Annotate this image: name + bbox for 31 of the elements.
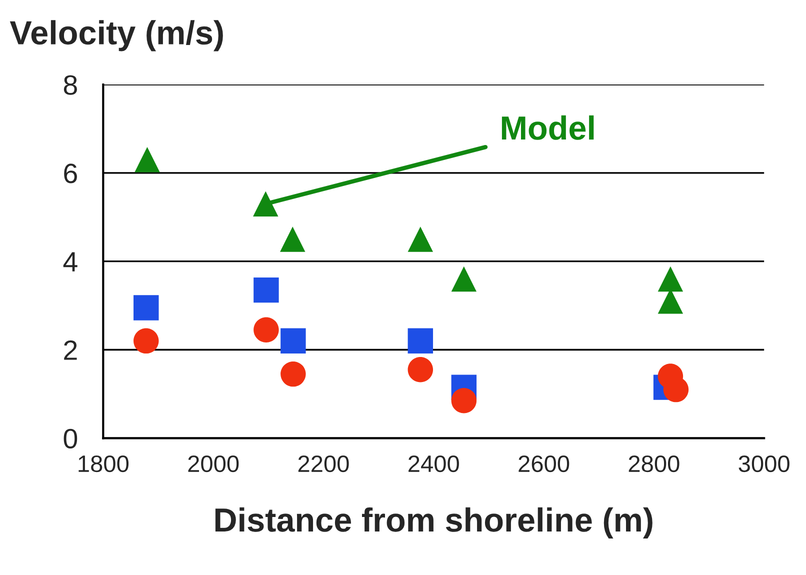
x-tick-label: 2600 [518, 455, 570, 472]
y-tick-label: 2 [64, 340, 77, 360]
x-tick-label: 1800 [78, 455, 129, 472]
annotation: Model [502, 115, 594, 140]
point [254, 317, 279, 342]
x-tick-label: 2800 [628, 455, 680, 472]
point [280, 361, 306, 387]
point [134, 295, 159, 320]
x-tick-label: 2000 [188, 455, 239, 472]
x-tick-label: 2400 [408, 455, 459, 472]
y-tick-label: 6 [64, 164, 77, 184]
point [451, 388, 477, 414]
point [134, 147, 160, 172]
point [134, 328, 159, 354]
y-axis-title: Velocity (m/s) [10, 20, 223, 52]
point [408, 357, 434, 382]
x-axis-title: Distance from shoreline (m) [215, 507, 652, 538]
x-tick-label: 3000 [738, 455, 790, 472]
point [408, 328, 434, 354]
y-tick-label: 4 [63, 252, 78, 272]
point [280, 328, 306, 354]
point [254, 277, 279, 303]
point [663, 376, 689, 402]
point [658, 266, 684, 292]
y-tick-label: 0 [64, 428, 78, 448]
point [253, 191, 278, 216]
point [280, 226, 306, 252]
y-tick-label: 8 [64, 75, 77, 95]
point [408, 226, 434, 252]
point [451, 266, 477, 292]
x-tick-label: 2200 [298, 455, 349, 472]
